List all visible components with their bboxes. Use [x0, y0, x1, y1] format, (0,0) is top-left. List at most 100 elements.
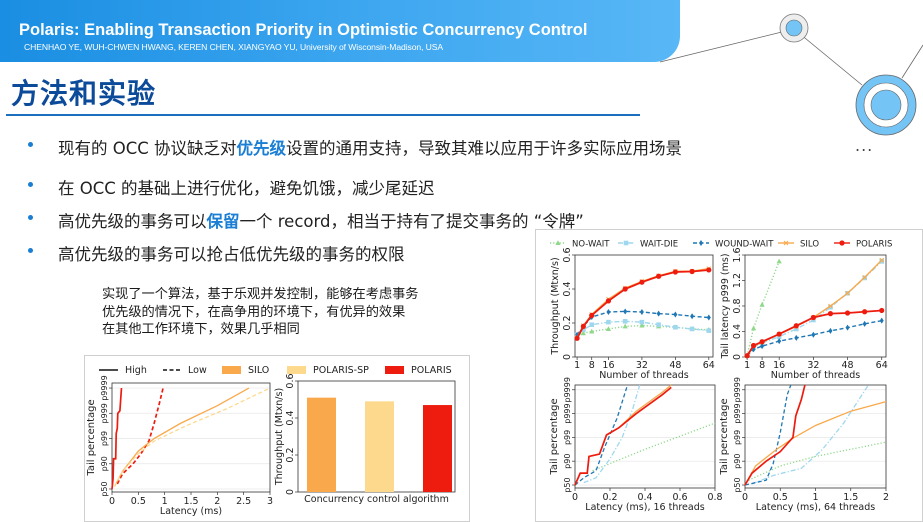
marker-circle: [750, 342, 757, 349]
x-tick-label: 8: [759, 360, 765, 371]
y-tick-label: p50: [100, 481, 109, 496]
legend-label-low: Low: [188, 365, 207, 376]
right-chart-panel: [535, 229, 923, 522]
series-line-polaris: [576, 269, 709, 339]
plot-area: [574, 254, 714, 358]
chart-throughput-bars: 0 0.2 0.4 0.6 Concurrency control algorithm T…: [274, 365, 456, 505]
y-tick-label: p50: [733, 477, 742, 492]
bar-polaris: [423, 405, 452, 492]
marker-circle: [759, 339, 765, 345]
series-line-silo: [744, 401, 887, 486]
summary-note: 实现了一个算法，基于乐观并发控制，能够在考虑事务 优先级的情况下，在高争用的环境…: [102, 287, 419, 337]
x-tick-label: 0.4: [637, 492, 652, 503]
marker-triangle: [580, 330, 586, 336]
y-tick-label: 0: [285, 489, 296, 495]
small-node-icon: [779, 13, 809, 43]
legend-label-polaris: POLARIS: [856, 240, 892, 250]
marker-x: [783, 240, 789, 246]
plot-area: [111, 382, 271, 493]
y-tick-label: 1.2: [732, 273, 743, 288]
series-line-no-wait: [576, 324, 709, 336]
x-tick-label: 1: [574, 360, 580, 371]
series-line-wait-die: [583, 384, 641, 484]
marker-square: [828, 304, 833, 310]
y-axis-label: Throughput (Mtxn/s): [274, 388, 285, 486]
series-line-wait-die: [751, 384, 869, 485]
marker-circle: [689, 268, 695, 275]
legend-label-polaris-sp: POLARIS-SP: [313, 365, 369, 376]
marker-circle: [810, 314, 816, 321]
x-axis-label: Latency (ms), 64 threads: [756, 502, 875, 513]
marker-diamond: [794, 334, 799, 341]
marker-x: [862, 274, 867, 280]
x-tick-label: 0: [572, 492, 578, 503]
marker-square: [879, 259, 885, 264]
marker-circle: [589, 312, 595, 318]
y-tick-label: 0.4: [562, 281, 573, 296]
marker-circle: [879, 307, 885, 314]
y-tick-label: p999: [100, 403, 109, 423]
marker-circle: [672, 269, 678, 275]
x-tick-label: 8: [589, 360, 595, 371]
marker-diamond: [862, 320, 867, 327]
x-axis-label: Concurrency control algorithm: [304, 494, 449, 505]
y-tick-label: p50: [563, 477, 572, 492]
y-axis-label: Tail latency p999 (ms): [720, 253, 731, 359]
x-tick-label: 2: [214, 496, 220, 507]
bullet-dot-icon: [28, 248, 33, 253]
x-tick-label: 1: [162, 496, 168, 507]
marker-circle: [776, 331, 782, 337]
marker-circle: [605, 298, 612, 304]
legend-label-high: High: [125, 365, 147, 376]
y-tick-label: p99: [563, 430, 572, 445]
marker-circle: [574, 335, 580, 341]
ellipsis: ...: [855, 136, 874, 155]
series-line-silo: [746, 259, 883, 357]
x-tick-label: 48: [841, 360, 853, 371]
y-tick-label: 0.4: [732, 324, 743, 339]
title-banner: Polaris: Enabling Transaction Priority i…: [0, 0, 680, 62]
x-axis-label: Number of threads: [771, 370, 860, 381]
series-line-polaris: [746, 309, 882, 357]
marker-circle: [580, 323, 586, 329]
marker-diamond: [606, 308, 611, 315]
x-tick-label: 1: [812, 492, 818, 503]
series-line-silo-high: [114, 387, 250, 487]
x-tick-label: 32: [636, 360, 648, 371]
x-axis-label: Latency (ms), 16 threads: [585, 502, 704, 513]
section-divider: [6, 114, 640, 116]
bullet-dot-icon: [28, 182, 33, 187]
bullet-dot-icon: [28, 142, 33, 147]
marker-triangle: [639, 322, 645, 328]
paper-title: Polaris: Enabling Transaction Priority i…: [19, 21, 588, 39]
y-tick-label: p999: [563, 403, 572, 423]
y-axis-label: Tail percentage: [549, 398, 560, 475]
marker-diamond: [699, 240, 703, 246]
marker-triangle: [750, 325, 757, 331]
y-tick-label: p9999: [733, 377, 742, 402]
legend-swatch-silo: [222, 366, 241, 374]
bar-silo: [307, 397, 336, 492]
series-line-wound-wait: [574, 384, 629, 486]
x-tick-label: 0: [742, 492, 748, 503]
y-tick-label: 0.6: [562, 247, 573, 262]
series-line-wait-die: [746, 260, 883, 357]
marker-triangle: [759, 301, 765, 307]
y-tick-label: p9999: [100, 375, 109, 400]
y-tick-label: p90: [100, 456, 109, 471]
marker-circle: [656, 273, 662, 279]
x-tick-label: 0.6: [672, 492, 687, 503]
marker-diamond: [811, 331, 816, 338]
y-axis-label: Throughput (Mtxn/s): [550, 257, 561, 355]
y-tick-label: 0: [562, 354, 573, 360]
legend-label-wound-wait: WOUND-WAIT: [715, 240, 774, 250]
marker-square: [656, 322, 661, 327]
marker-triangle: [555, 240, 561, 245]
marker-circle: [839, 240, 845, 246]
bar-polaris-sp: [365, 401, 394, 492]
y-tick-label: 1.6: [732, 247, 743, 262]
x-tick-label: 2: [883, 492, 889, 503]
marker-diamond: [623, 308, 628, 315]
